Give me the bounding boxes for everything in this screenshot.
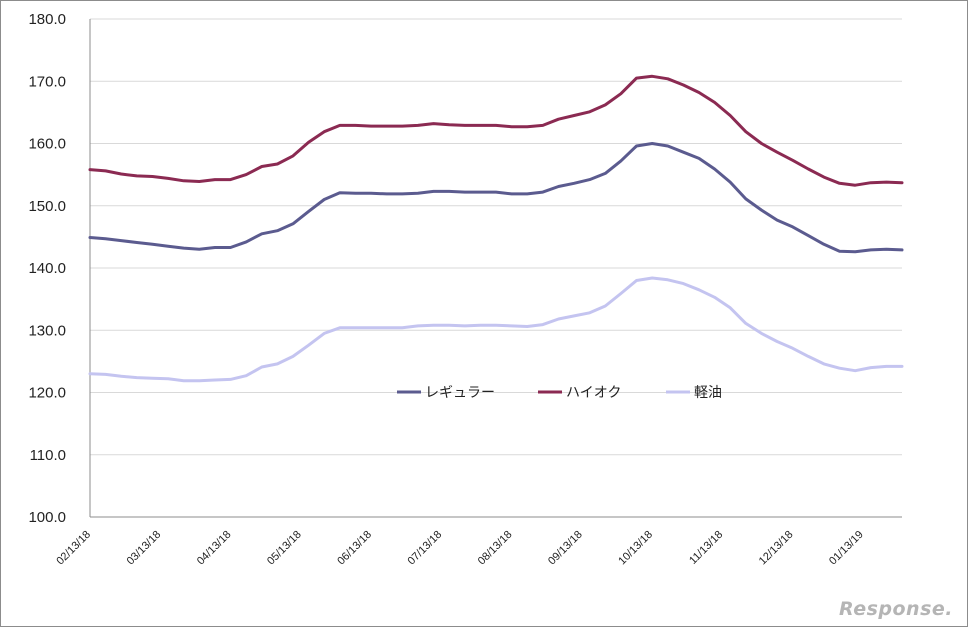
legend-label-3: 軽油: [694, 385, 722, 401]
y-tick-label: 130.0: [28, 322, 66, 339]
y-tick-label: 120.0: [28, 385, 66, 402]
series-lines: [88, 74, 904, 383]
x-tick-label: 01/13/19: [827, 529, 866, 568]
response-watermark: Response.: [839, 598, 953, 620]
series-line-3: [88, 276, 904, 383]
y-tick-label: 140.0: [28, 260, 66, 277]
x-tick-label: 12/13/18: [757, 529, 796, 568]
x-tick-label: 05/13/18: [265, 529, 304, 568]
y-axis-tick-labels: 100.0 110.0 120.0 130.0 140.0 150.0 160.0 170.0…: [28, 11, 66, 526]
x-tick-label: 10/13/18: [616, 529, 655, 568]
legend-label-1: レギュラー: [425, 385, 495, 401]
legend: レギュラー ハイオク 軽油: [397, 385, 722, 401]
x-tick-label: 08/13/18: [476, 529, 515, 568]
y-tick-label: 180.0: [28, 11, 66, 28]
legend-label-2: ハイオク: [566, 385, 621, 401]
y-tick-label: 100.0: [28, 509, 66, 526]
y-tick-label: 170.0: [28, 73, 66, 90]
series-line-2: [88, 74, 904, 187]
x-axis-tick-labels: 02/13/18 03/13/18 04/13/18 05/13/18 06/13/18…: [54, 529, 865, 568]
y-tick-label: 110.0: [30, 447, 66, 464]
watermark-text: Response.: [839, 598, 953, 620]
gridlines: [90, 18, 902, 518]
x-tick-label: 11/13/18: [687, 529, 725, 567]
x-tick-label: 03/13/18: [125, 529, 164, 568]
x-tick-label: 09/13/18: [546, 529, 585, 568]
y-tick-label: 150.0: [28, 198, 66, 215]
x-tick-label: 06/13/18: [335, 529, 374, 568]
y-tick-label: 160.0: [28, 136, 66, 153]
x-tick-label: 02/13/18: [54, 529, 93, 568]
x-tick-label: 04/13/18: [195, 529, 234, 568]
series-line-1: [88, 142, 904, 254]
x-tick-label: 07/13/18: [406, 529, 445, 568]
axes: [89, 19, 902, 518]
